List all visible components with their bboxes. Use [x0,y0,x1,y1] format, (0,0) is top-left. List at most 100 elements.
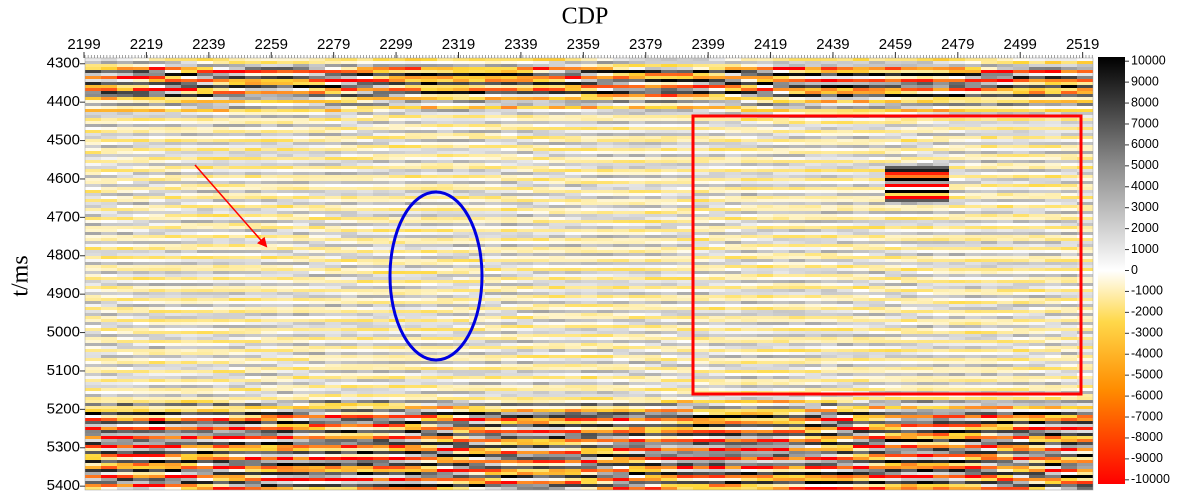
seismic-cell [629,292,646,295]
seismic-cell [773,88,790,91]
seismic-cell [165,97,182,100]
seismic-cell [805,151,822,154]
seismic-cell [725,247,742,250]
seismic-cell [229,118,246,121]
seismic-cell [1077,160,1094,163]
seismic-cell [661,184,678,187]
seismic-cell [421,181,438,184]
seismic-cell [181,73,198,76]
seismic-cell [485,247,502,250]
seismic-cell [485,142,502,145]
seismic-cell [133,142,150,145]
seismic-cell [1061,205,1078,208]
seismic-cell [709,259,726,262]
seismic-cell [581,154,598,157]
seismic-cell [309,289,326,292]
seismic-cell [309,85,326,88]
seismic-cell [101,115,118,118]
seismic-cell [757,271,774,274]
seismic-image [85,58,1094,490]
seismic-cell [149,202,166,205]
seismic-cell [725,61,742,64]
seismic-cell [949,61,966,64]
seismic-cell [597,205,614,208]
seismic-cell [213,286,230,289]
seismic-cell [1013,241,1030,244]
seismic-cell [85,274,102,277]
seismic-cell [869,265,886,268]
seismic-cell [901,199,918,202]
seismic-cell [453,85,470,88]
seismic-cell [965,73,982,76]
seismic-cell [997,229,1014,232]
seismic-cell [885,187,902,190]
seismic-cell [997,205,1014,208]
seismic-cell [437,292,454,295]
seismic-cell [1029,274,1046,277]
seismic-cell [821,100,838,103]
seismic-cell [309,121,326,124]
seismic-cell [133,109,150,112]
seismic-cell [741,238,758,241]
seismic-cell [229,193,246,196]
seismic-cell [773,103,790,106]
seismic-cell [773,127,790,130]
seismic-cell [645,226,662,229]
seismic-cell [261,109,278,112]
seismic-cell [421,85,438,88]
seismic-cell [485,88,502,91]
seismic-cell [325,226,342,229]
seismic-cell [965,232,982,235]
seismic-cell [469,103,486,106]
seismic-cell [917,61,934,64]
seismic-cell [1061,283,1078,286]
seismic-cell [773,79,790,82]
seismic-cell [773,205,790,208]
seismic-cell [1045,190,1062,193]
seismic-cell [1029,94,1046,97]
seismic-cell [789,196,806,199]
seismic-cell [277,118,294,121]
seismic-cell [181,259,198,262]
seismic-cell [725,208,742,211]
seismic-cell [1077,271,1094,274]
seismic-cell [293,157,310,160]
seismic-cell [549,142,566,145]
seismic-cell [997,196,1014,199]
seismic-cell [245,196,262,199]
seismic-cell [613,82,630,85]
seismic-cell [661,67,678,70]
seismic-cell [325,145,342,148]
seismic-cell [805,100,822,103]
seismic-cell [421,70,438,73]
seismic-cell [885,190,902,193]
seismic-cell [837,127,854,130]
seismic-cell [117,61,134,64]
seismic-cell [357,124,374,127]
seismic-cell [549,97,566,100]
seismic-cell [469,112,486,115]
seismic-cell [965,214,982,217]
seismic-cell [725,100,742,103]
seismic-cell [485,121,502,124]
seismic-cell [261,256,278,259]
seismic-cell [645,133,662,136]
seismic-cell [325,193,342,196]
seismic-cell [389,193,406,196]
seismic-cell [421,163,438,166]
seismic-cell [373,163,390,166]
seismic-cell [549,193,566,196]
seismic-cell [213,145,230,148]
seismic-cell [965,217,982,220]
seismic-cell [261,154,278,157]
seismic-cell [1061,214,1078,217]
seismic-cell [933,289,950,292]
seismic-cell [645,64,662,67]
seismic-cell [229,172,246,175]
seismic-cell [373,109,390,112]
seismic-cell [805,178,822,181]
seismic-cell [149,265,166,268]
seismic-cell [357,208,374,211]
seismic-cell [277,76,294,79]
seismic-cell [629,163,646,166]
